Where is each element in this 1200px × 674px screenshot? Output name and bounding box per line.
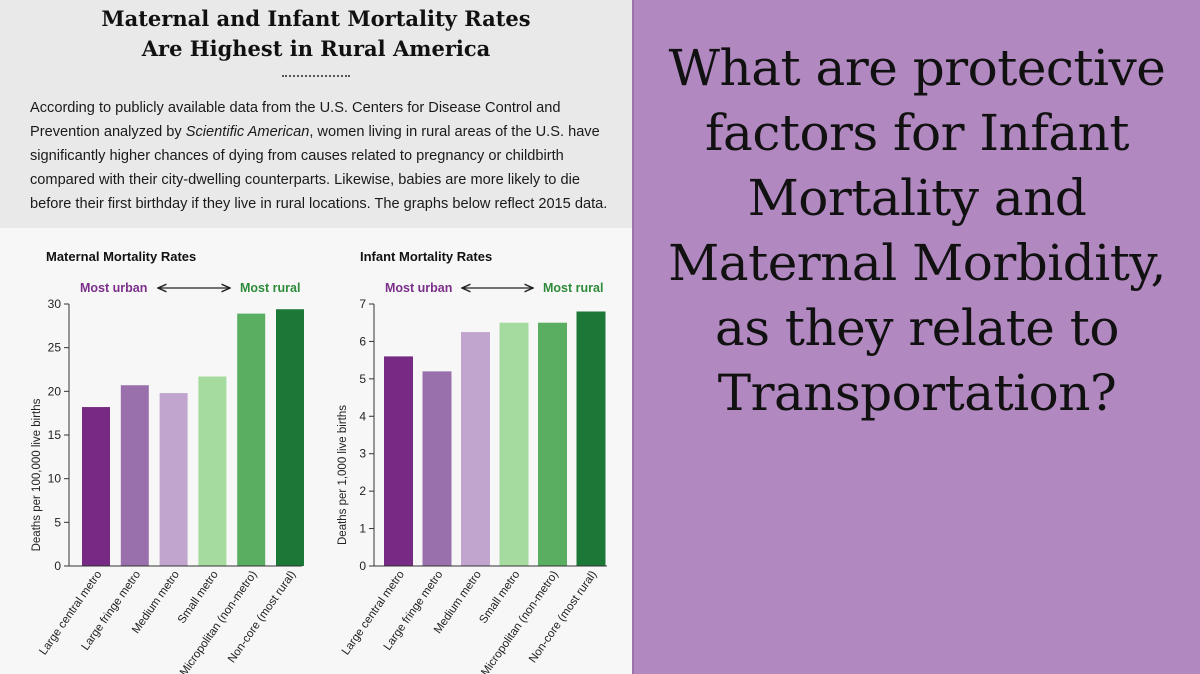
bar-2 [120, 385, 149, 566]
bar-1 [82, 407, 110, 566]
x-tick-label: Micropolitan (non-metro) [479, 569, 561, 674]
x-tick-label: Non-core (most rural) [527, 569, 600, 666]
chart-title: Infant Mortality Rates [360, 249, 492, 264]
intro-paragraph: According to publicly available data fro… [30, 96, 615, 216]
infographic-panel: Maternal and Infant Mortality Rates Are … [0, 4, 632, 674]
y-axis-label: Deaths per 1,000 live births [337, 405, 349, 545]
bar-6 [276, 309, 304, 566]
x-tick-label: Non-core (most rural) [226, 569, 299, 666]
infant-mortality-chart: Infant Mortality Rates Most urban Most rur… [337, 249, 607, 674]
title-divider [282, 75, 350, 77]
legend-most-rural: Most rural [543, 281, 603, 295]
legend-most-urban: Most urban [80, 281, 147, 295]
bar-4 [198, 376, 227, 566]
legend-most-rural: Most rural [240, 281, 300, 295]
y-axis-label: Deaths per 100,000 live births [31, 398, 43, 551]
bar-6 [576, 311, 606, 566]
bar-4 [499, 322, 529, 566]
legend-most-urban: Most urban [385, 281, 452, 295]
intro-text-end: , women living in rural areas of the U.S… [30, 124, 608, 212]
title-line-1: Maternal and Infant Mortality Rates [101, 6, 531, 31]
bar-1 [384, 356, 413, 566]
y-tick-label: 30 [48, 297, 62, 311]
maternal-mortality-chart: Maternal Mortality Rates Most urban Most r… [31, 249, 304, 674]
y-tick-label: 20 [48, 384, 62, 398]
y-tick-label: 3 [359, 447, 366, 461]
y-tick-label: 0 [359, 559, 366, 573]
x-tick-label: Micropolitan (non-metro) [178, 569, 260, 674]
x-tick-label: Small metro [477, 569, 522, 626]
bar-2 [422, 371, 452, 566]
y-tick-label: 0 [54, 559, 61, 573]
y-tick-label: 6 [359, 334, 366, 348]
y-tick-label: 7 [359, 297, 366, 311]
intro-text-start: According to publicly available data fro… [30, 100, 561, 140]
question-panel: What are protective factors for Infant M… [632, 0, 1200, 674]
chart-title: Maternal Mortality Rates [46, 249, 196, 264]
bar-5 [237, 313, 266, 566]
y-tick-label: 4 [359, 409, 366, 423]
bar-3 [159, 393, 188, 566]
y-tick-label: 5 [359, 372, 366, 386]
y-tick-label: 25 [48, 341, 62, 355]
y-tick-label: 1 [359, 522, 366, 536]
y-tick-label: 2 [359, 484, 366, 498]
charts-area: Maternal Mortality Rates Most urban Most r… [31, 249, 607, 674]
y-tick-label: 15 [48, 428, 62, 442]
bar-5 [538, 322, 567, 566]
intro-source: Scientific American [185, 124, 310, 140]
x-tick-label: Small metro [176, 569, 221, 626]
question-text: What are protective factors for Infant M… [668, 39, 1166, 422]
bar-3 [461, 332, 490, 566]
y-tick-label: 5 [54, 515, 61, 529]
infographic-title: Maternal and Infant Mortality Rates Are … [0, 4, 632, 64]
title-line-2: Are Highest in Rural America [141, 36, 491, 61]
y-tick-label: 10 [48, 472, 62, 486]
